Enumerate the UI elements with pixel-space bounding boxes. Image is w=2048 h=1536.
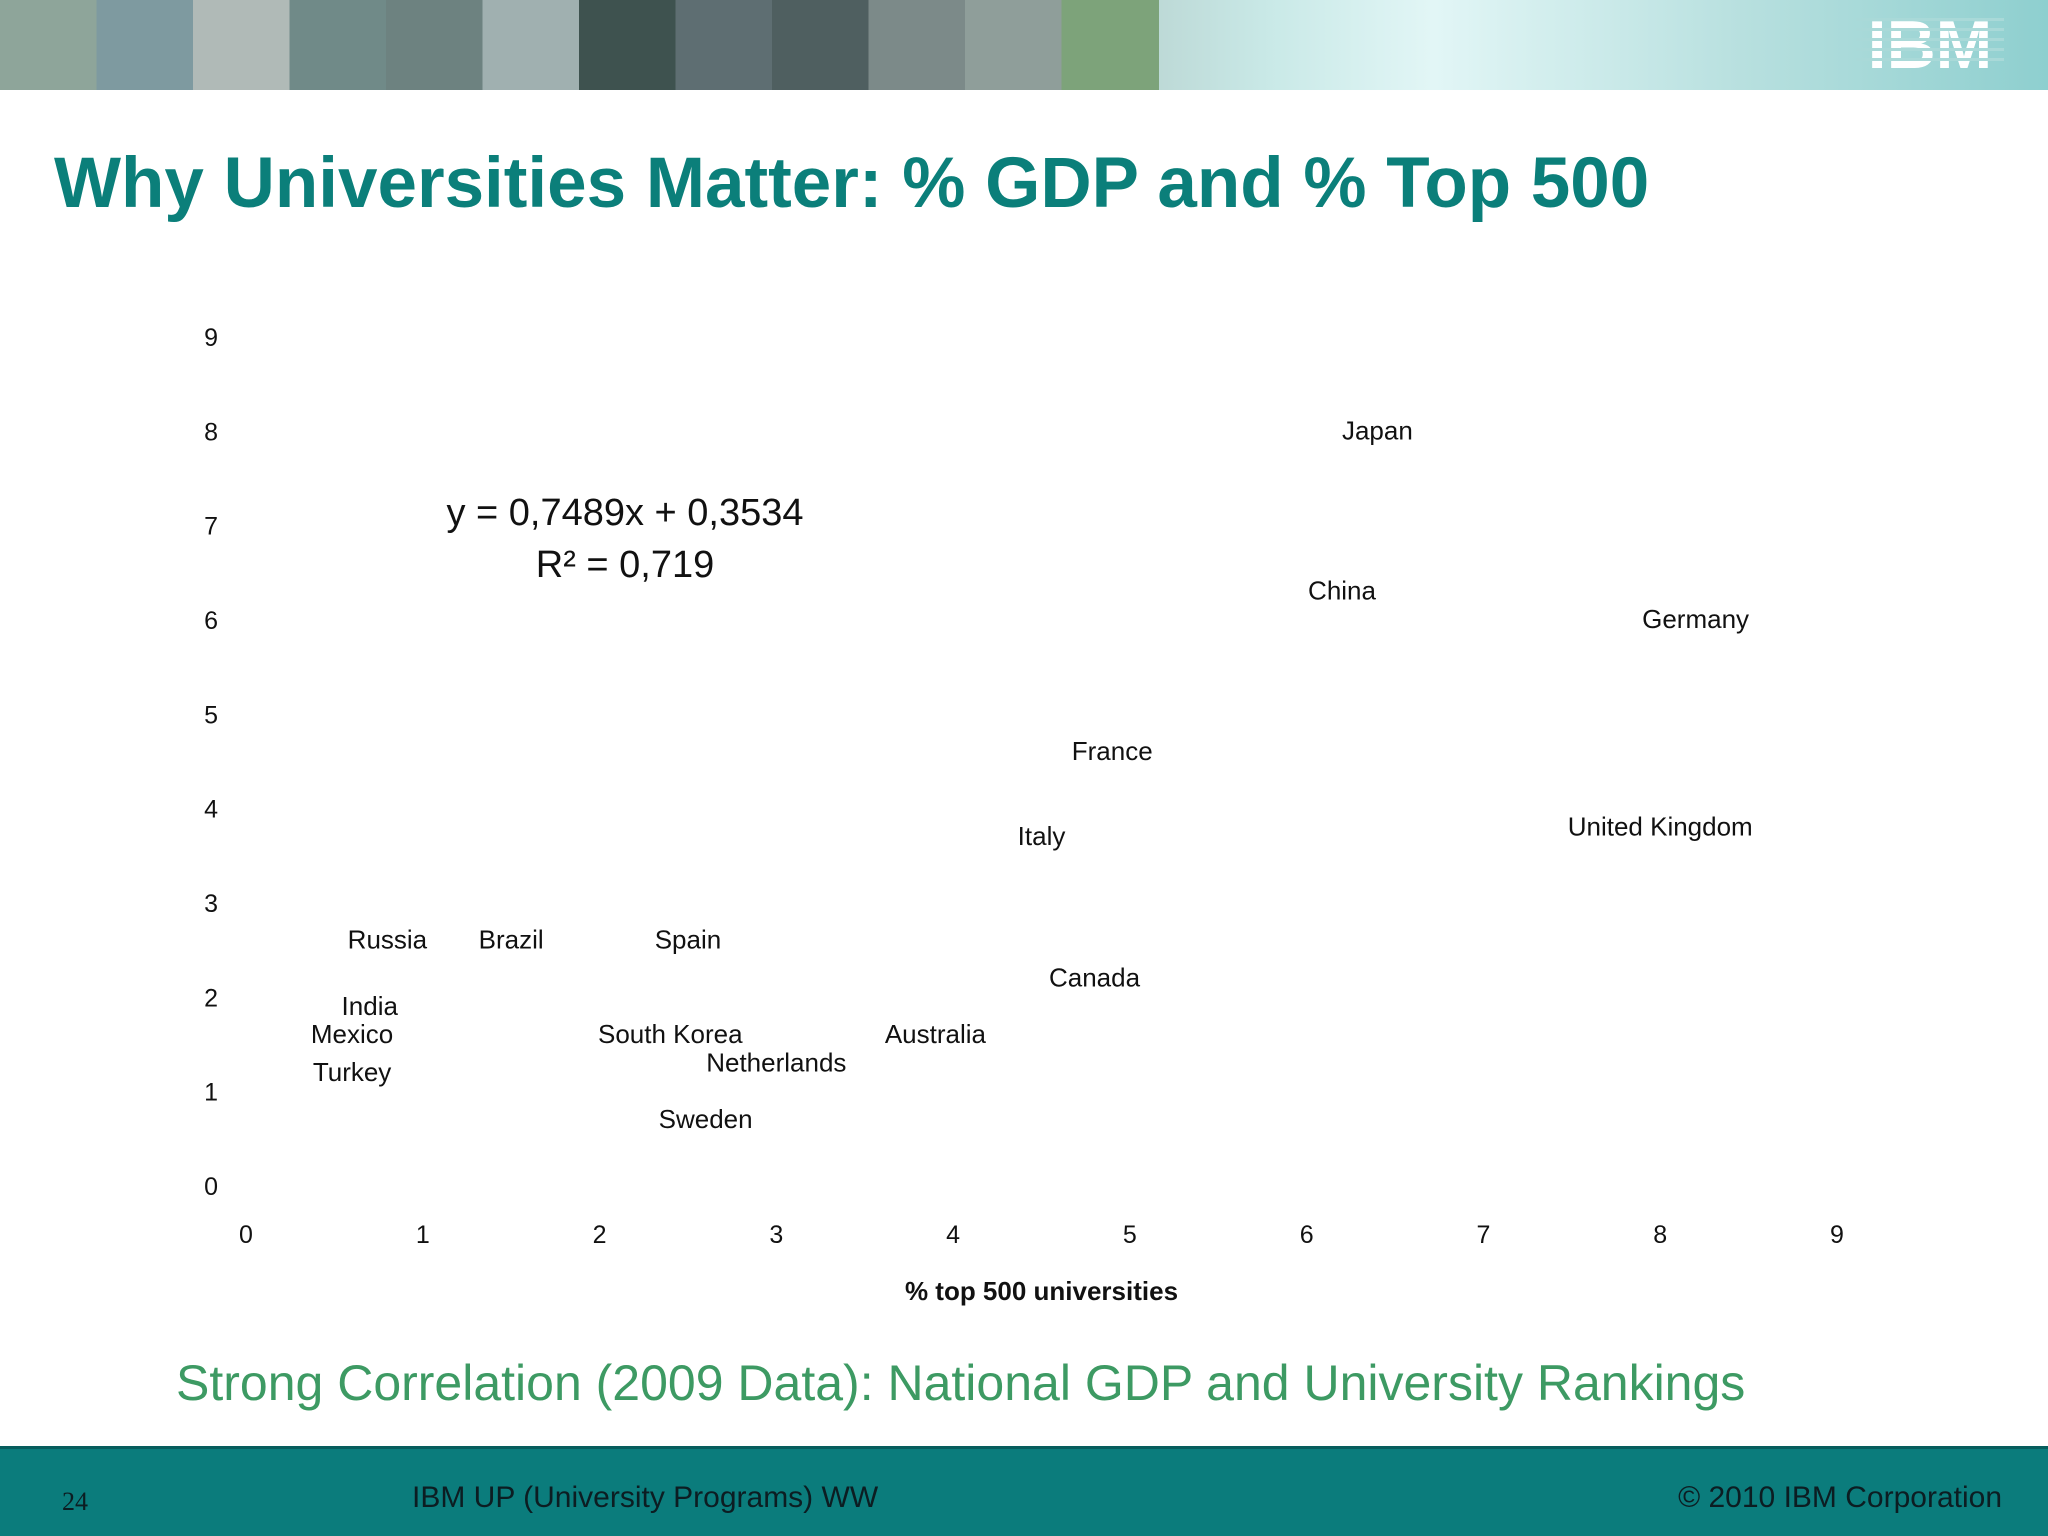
point-label: Mexico <box>311 1019 393 1049</box>
x-tick-label: 9 <box>1830 1221 1844 1249</box>
y-tick-label: 8 <box>204 418 218 446</box>
banner-photo-strip <box>0 0 1159 90</box>
point-label: China <box>1308 576 1376 606</box>
x-tick-label: 2 <box>593 1221 607 1249</box>
header-banner: IBM <box>0 0 2048 90</box>
point-label: Australia <box>885 1019 987 1049</box>
ibm-logo: IBM <box>1856 10 2004 76</box>
point-label: Netherlands <box>706 1047 846 1077</box>
point-label: South Korea <box>598 1019 743 1049</box>
slide-subtitle: Strong Correlation (2009 Data): National… <box>176 1355 1746 1411</box>
trendline-equation: y = 0,7489x + 0,3534 <box>446 492 803 534</box>
y-tick-label: 5 <box>204 701 218 729</box>
banner-photo-tile <box>193 0 291 90</box>
y-tick-label: 3 <box>204 890 218 918</box>
banner-photo-tile <box>386 0 484 90</box>
x-tick-label: 7 <box>1476 1221 1490 1249</box>
y-tick-label: 0 <box>204 1173 218 1201</box>
footer-copyright: © 2010 IBM Corporation <box>1678 1481 2002 1514</box>
point-label: Canada <box>1049 962 1141 992</box>
point-label: Spain <box>655 925 722 955</box>
point-label: Turkey <box>313 1057 392 1087</box>
trendline-r2: R² = 0,719 <box>536 544 715 586</box>
point-label: Germany <box>1642 604 1749 634</box>
point-label: Japan <box>1342 415 1413 445</box>
footer-program: IBM UP (University Programs) WW <box>412 1481 879 1514</box>
x-tick-label: 1 <box>416 1221 430 1249</box>
point-label: United Kingdom <box>1568 812 1753 842</box>
point-label: Sweden <box>659 1104 753 1134</box>
banner-photo-tile <box>289 0 387 90</box>
banner-photo-tile <box>675 0 773 90</box>
page-number: 24 <box>62 1487 88 1516</box>
banner-photo-tile <box>965 0 1063 90</box>
point-label: Brazil <box>479 925 544 955</box>
y-tick-label: 2 <box>204 984 218 1012</box>
x-tick-label: 4 <box>946 1221 960 1249</box>
y-tick-label: 4 <box>204 796 218 824</box>
x-tick-label: 8 <box>1653 1221 1667 1249</box>
banner-photo-tile <box>868 0 966 90</box>
y-tick-label: 9 <box>204 324 218 352</box>
x-tick-label: 6 <box>1300 1221 1314 1249</box>
point-label: France <box>1072 736 1153 766</box>
banner-photo-tile <box>1061 0 1159 90</box>
banner-photo-tile <box>772 0 870 90</box>
scatter-chart: 0 1 2 3 4 5 6 7 8 9 0 1 2 3 4 5 6 7 8 9 % top 500 universiti… <box>204 324 1844 1306</box>
footer-bar: 24 IBM UP (University Programs) WW © 201… <box>0 1446 2048 1536</box>
point-label: Italy <box>1018 821 1066 851</box>
point-label: India <box>342 991 399 1021</box>
x-tick-label: 3 <box>769 1221 783 1249</box>
banner-photo-tile <box>96 0 194 90</box>
point-label: Russia <box>348 925 428 955</box>
y-tick-label: 1 <box>204 1079 218 1107</box>
x-axis-label: % top 500 universities <box>905 1276 1178 1306</box>
y-tick-label: 7 <box>204 513 218 541</box>
y-tick-label: 6 <box>204 607 218 635</box>
banner-photo-tile <box>0 0 98 90</box>
banner-photo-tile <box>482 0 580 90</box>
x-tick-label: 0 <box>239 1221 253 1249</box>
banner-photo-tile <box>579 0 677 90</box>
slide-title: Why Universities Matter: % GDP and % Top… <box>54 144 1650 223</box>
x-tick-label: 5 <box>1123 1221 1137 1249</box>
